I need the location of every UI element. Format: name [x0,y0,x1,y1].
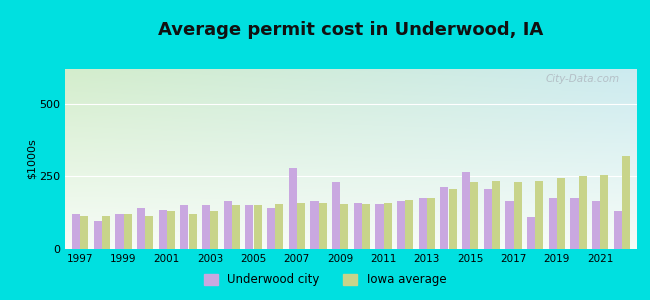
Bar [245,206,254,249]
Bar [340,204,348,249]
Bar [180,206,188,249]
Bar [72,214,80,249]
Bar [254,206,262,249]
Bar [527,217,535,249]
Bar [310,201,318,249]
Bar [470,182,478,249]
Bar [137,208,145,249]
Bar [557,178,565,249]
Y-axis label: $1000s: $1000s [26,139,36,179]
Bar [354,202,362,249]
Bar [440,187,448,249]
Bar [145,216,153,249]
Bar [570,198,578,249]
Bar [167,211,175,249]
Bar [505,201,514,249]
Bar [332,182,340,249]
Bar [549,198,557,249]
Bar [419,198,427,249]
Text: Average permit cost in Underwood, IA: Average permit cost in Underwood, IA [159,21,543,39]
Bar [80,216,88,249]
Bar [224,201,232,249]
Bar [124,214,132,249]
Bar [384,202,392,249]
Bar [94,221,102,249]
Bar [318,202,327,249]
Bar [362,204,370,249]
Bar [484,190,492,249]
Text: City-Data.com: City-Data.com [546,74,620,84]
Bar [267,208,275,249]
Bar [210,211,218,249]
Bar [622,156,630,249]
Bar [492,181,500,249]
Bar [600,175,608,249]
Bar [297,202,305,249]
Legend: Underwood city, Iowa average: Underwood city, Iowa average [199,269,451,291]
Bar [102,216,110,249]
Bar [448,190,457,249]
Bar [375,204,383,249]
Bar [289,168,297,249]
Bar [188,214,197,249]
Bar [592,201,600,249]
Bar [202,206,210,249]
Bar [427,198,435,249]
Bar [232,206,240,249]
Bar [275,204,283,249]
Bar [614,211,622,249]
Bar [514,182,522,249]
Bar [397,201,405,249]
Bar [578,176,587,249]
Bar [462,172,470,249]
Bar [535,181,543,249]
Bar [405,200,413,249]
Bar [115,214,124,249]
Bar [159,210,167,249]
